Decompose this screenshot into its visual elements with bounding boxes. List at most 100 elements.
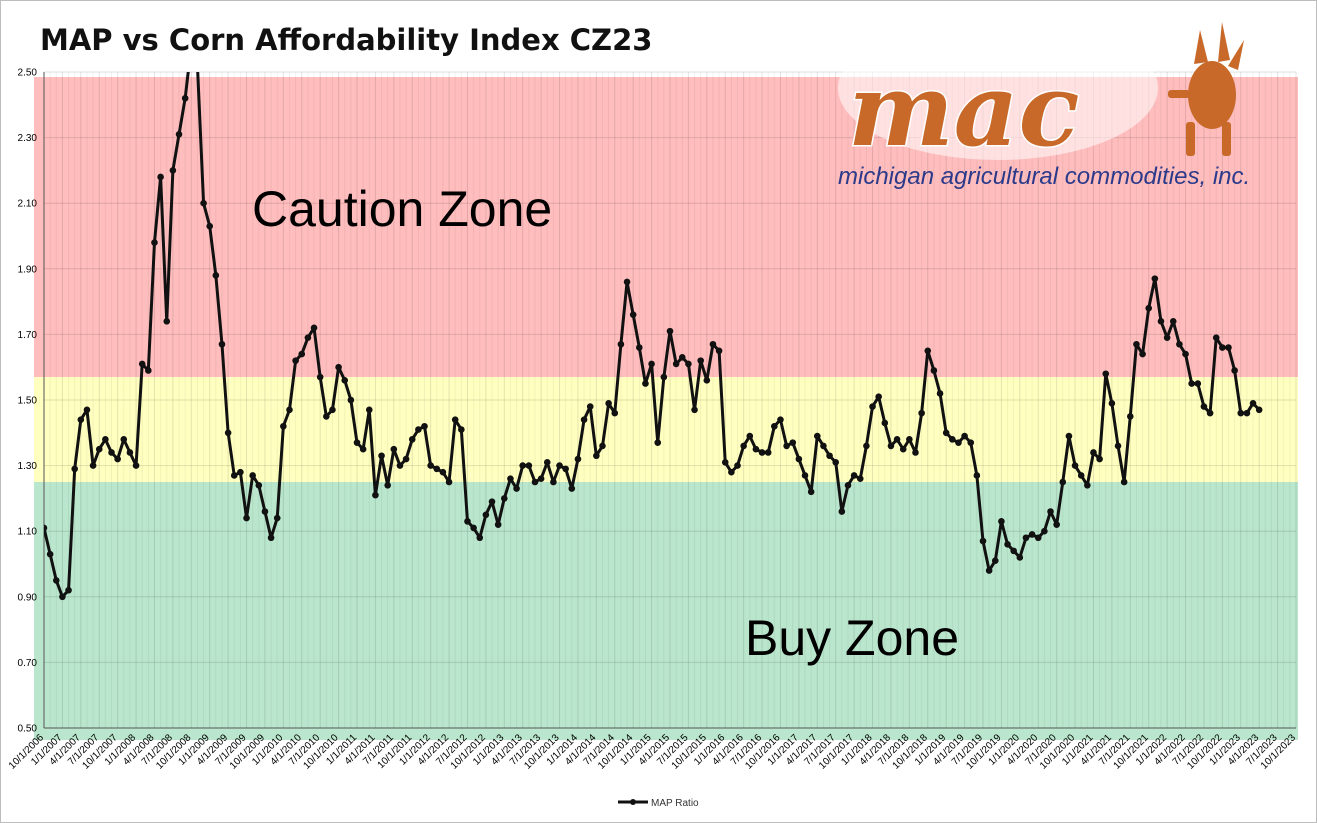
data-point (286, 406, 293, 414)
data-point (1041, 527, 1048, 535)
data-point (445, 478, 453, 486)
data-point (65, 586, 72, 594)
data-point (384, 481, 391, 489)
data-point (746, 432, 754, 440)
data-point (1212, 334, 1220, 341)
data-point (1071, 462, 1079, 469)
data-point (163, 317, 171, 325)
legend-marker (630, 799, 636, 805)
data-point (243, 514, 250, 522)
data-point (820, 442, 827, 450)
data-point (893, 436, 901, 443)
data-point (1022, 534, 1030, 542)
data-point (875, 393, 882, 401)
data-point (593, 452, 600, 460)
data-point (1053, 521, 1060, 528)
data-point (200, 199, 207, 207)
data-point (1047, 508, 1054, 515)
data-point (359, 445, 367, 453)
data-point (402, 455, 410, 463)
data-point (212, 272, 220, 279)
data-point (102, 436, 109, 443)
data-point (218, 340, 226, 348)
data-point (568, 485, 576, 492)
data-point (1034, 534, 1042, 542)
data-point (83, 406, 91, 414)
data-point (1120, 478, 1128, 486)
data-point (519, 462, 527, 469)
data-point (476, 534, 484, 542)
data-point (728, 468, 735, 476)
data-point (267, 534, 275, 542)
data-point (415, 426, 422, 433)
data-point (396, 462, 404, 469)
data-point (1206, 409, 1214, 417)
data-point (1176, 340, 1183, 348)
data-point (942, 429, 950, 437)
data-point (562, 465, 569, 473)
data-point (906, 436, 913, 443)
data-point (1188, 380, 1195, 387)
data-point (869, 403, 876, 410)
data-point (1169, 317, 1177, 325)
data-point (439, 468, 447, 476)
data-point (961, 432, 968, 440)
data-point (1059, 478, 1067, 486)
data-point (580, 416, 588, 423)
data-point (151, 239, 158, 246)
corn-mascot-icon (1168, 22, 1244, 156)
data-point (206, 222, 214, 230)
data-point (304, 334, 312, 341)
data-point (918, 409, 925, 417)
data-point (887, 442, 895, 450)
data-point (1194, 380, 1202, 387)
data-point (255, 481, 263, 489)
data-point (844, 481, 852, 489)
data-point (310, 324, 318, 332)
y-tick-label: 2.10 (18, 199, 38, 210)
data-point (507, 475, 514, 483)
data-point (801, 472, 809, 479)
data-point (813, 432, 821, 440)
y-tick-label: 2.50 (18, 68, 38, 79)
logo-wordmark: mac (848, 51, 1080, 169)
data-point (949, 436, 956, 443)
data-point (298, 350, 306, 358)
data-point (157, 173, 164, 181)
mac-logo: mac michigan agricultural commodities, i… (838, 16, 1250, 190)
data-point (850, 472, 858, 479)
data-point (1102, 370, 1110, 378)
y-axis: 0.50 0.70 0.90 1.10 1.30 1.50 1.70 1.90 2.10 2.30… (18, 68, 38, 735)
data-point (1028, 531, 1036, 538)
data-point (494, 521, 502, 528)
data-point (1139, 350, 1146, 358)
data-point (856, 475, 864, 483)
data-point (758, 449, 766, 456)
data-point (1219, 344, 1226, 351)
data-point (1016, 554, 1024, 561)
data-point (998, 518, 1005, 525)
data-point (1096, 455, 1103, 463)
data-point (353, 439, 361, 446)
data-point (599, 442, 606, 450)
data-point (967, 439, 975, 446)
data-point (59, 593, 66, 601)
data-point (740, 442, 747, 450)
data-point (169, 167, 177, 174)
data-point (537, 475, 545, 483)
data-point (108, 449, 115, 456)
data-point (586, 403, 594, 410)
data-point (230, 472, 238, 479)
data-point (709, 340, 717, 348)
data-point (1108, 399, 1116, 407)
logo-tagline: michigan agricultural commodities, inc. (838, 163, 1250, 190)
data-point (985, 567, 993, 574)
data-point (365, 406, 373, 414)
data-point (955, 439, 962, 446)
data-point (433, 465, 441, 473)
y-tick-label: 2.30 (18, 133, 38, 144)
data-point (390, 445, 398, 453)
data-point (666, 327, 674, 335)
data-point (832, 459, 840, 466)
